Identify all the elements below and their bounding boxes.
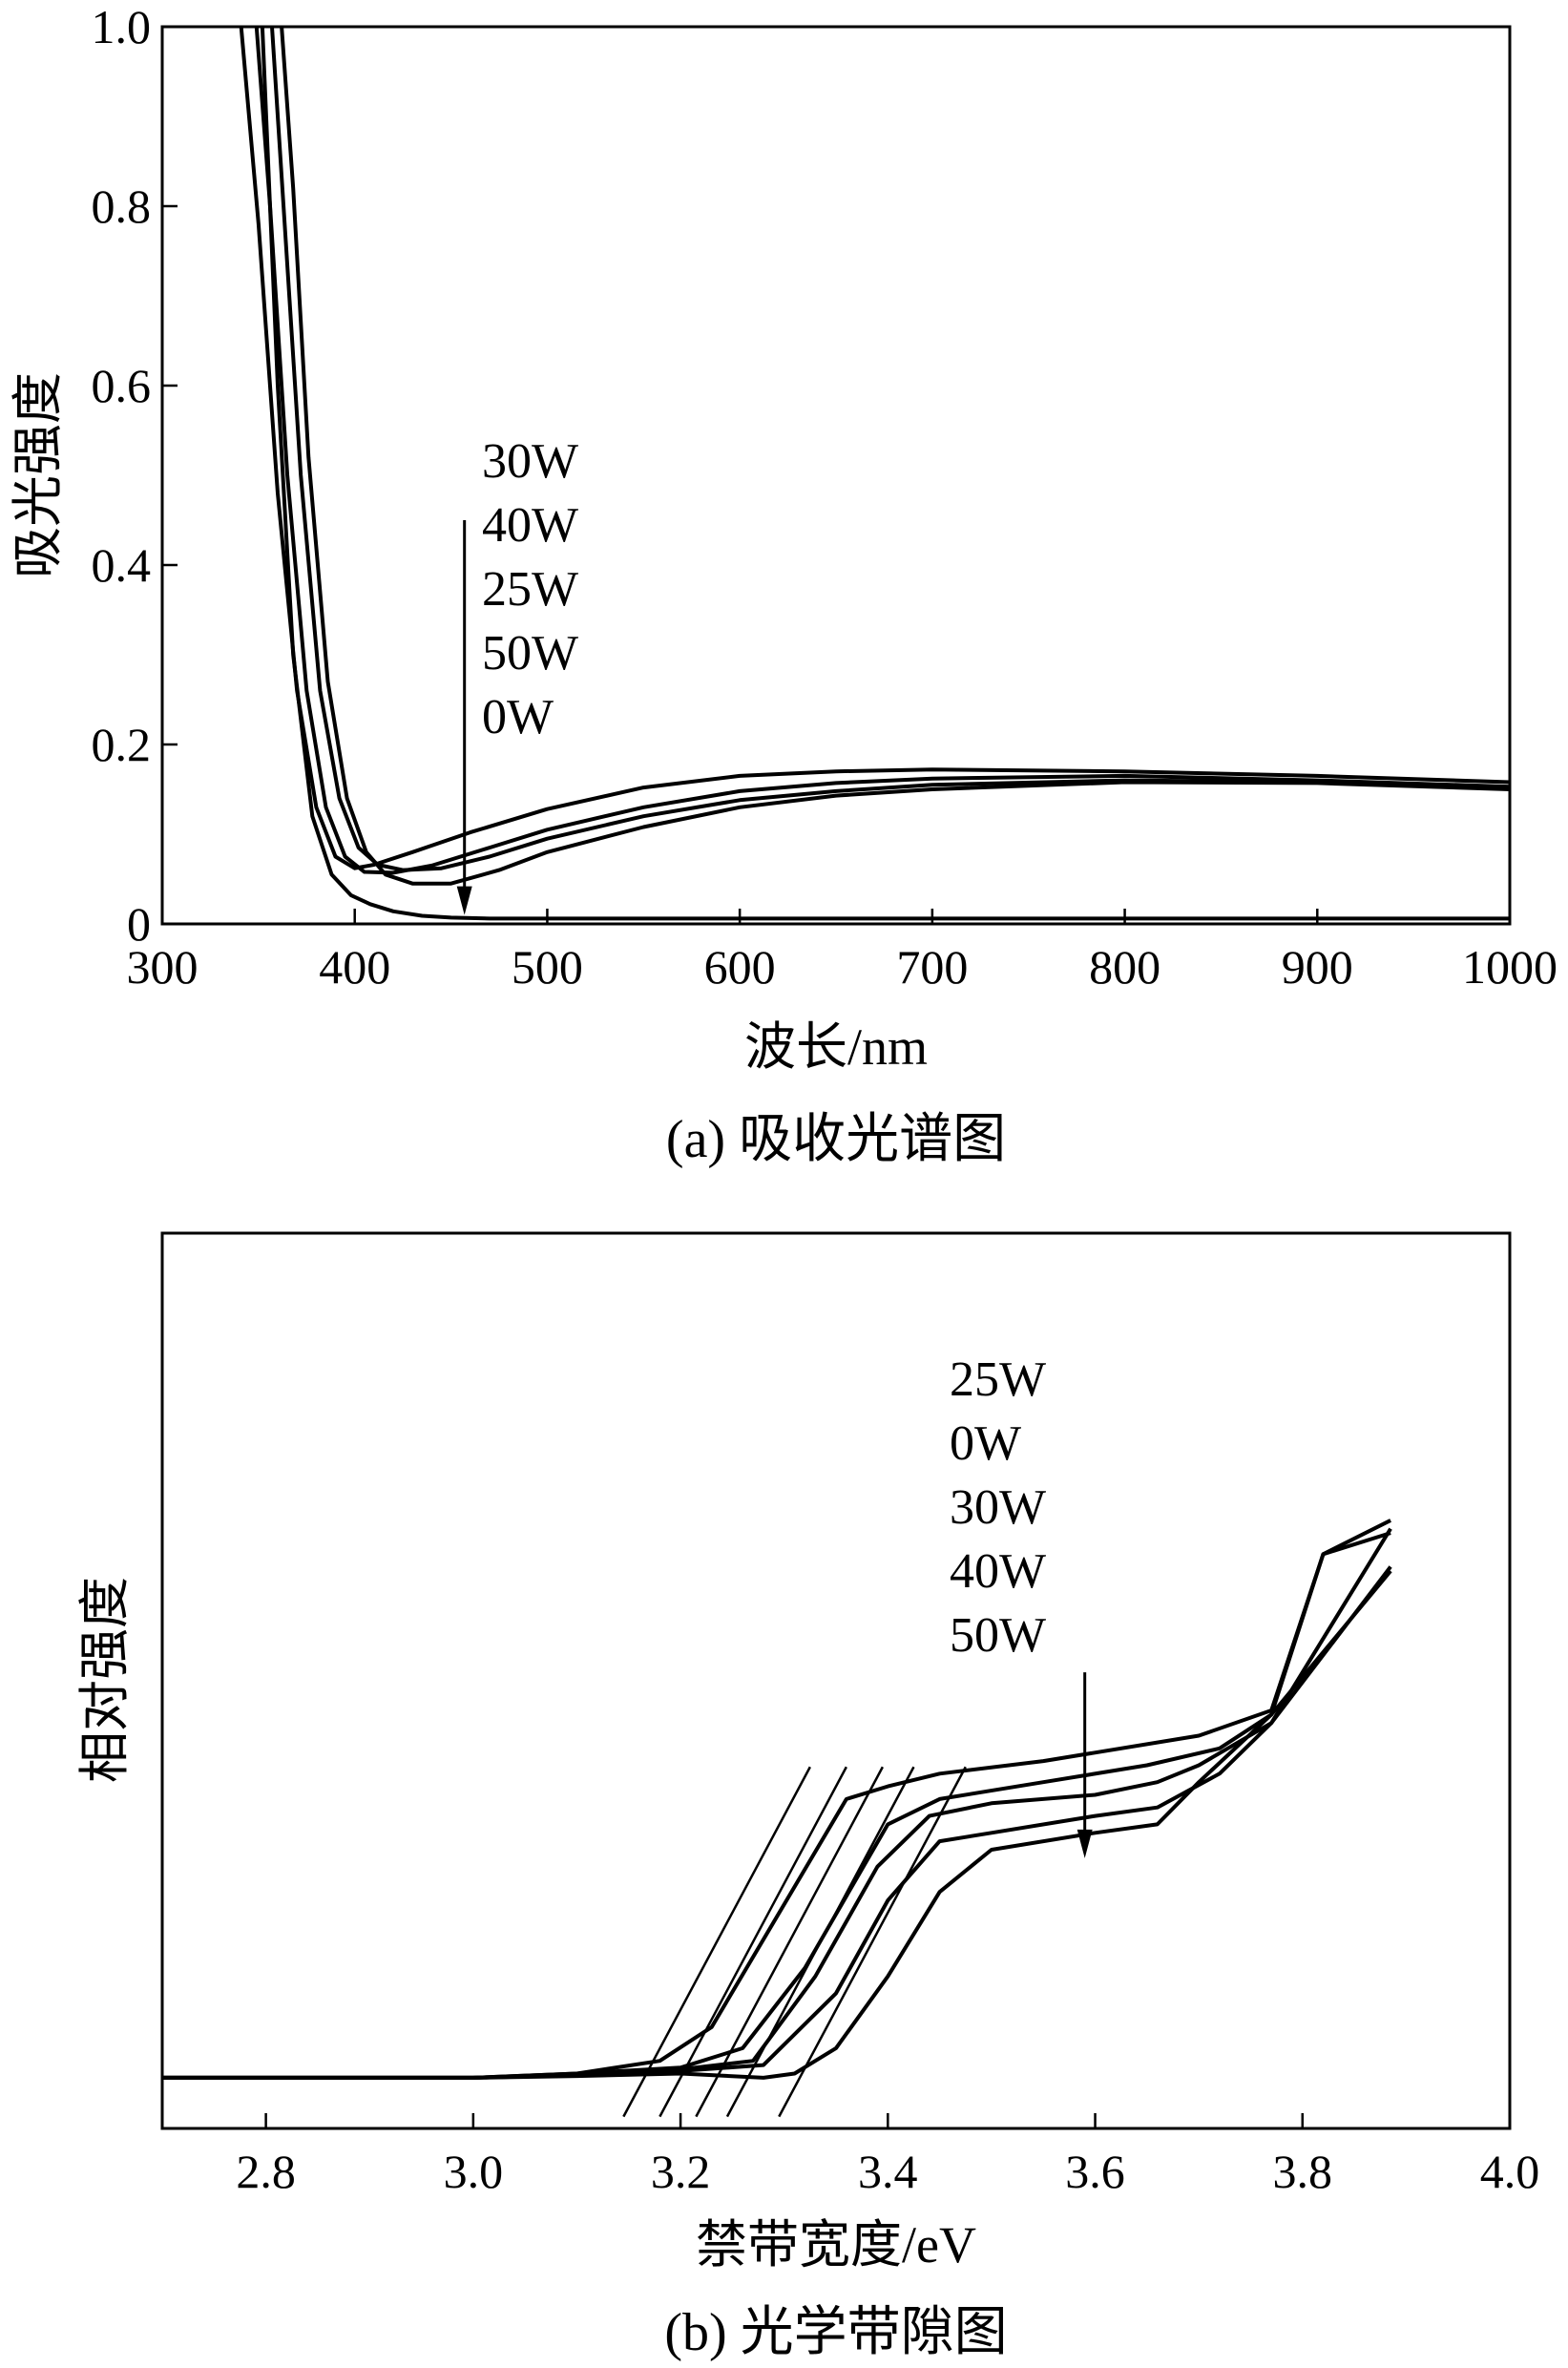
panel-a-y-tick-label: 0.8 xyxy=(92,179,152,233)
panel-a-series-0W xyxy=(260,26,1510,921)
panel-a-series-50W xyxy=(280,26,1511,886)
panel-a-legend-50W: 50W xyxy=(482,626,578,681)
panel-b-optical-band-gap: 2.8 3.0 3.2 3.4 3.6 3.8 4.0 25W 0W 30W 40W 50W 禁带宽… xyxy=(76,1231,1540,2362)
panel-a-y-axis-label: 吸光强度 xyxy=(10,372,67,578)
panel-a-legend-0W: 0W xyxy=(482,690,554,744)
panel-b-x-tick-label: 4.0 xyxy=(1480,2145,1540,2198)
panel-b-series-30W xyxy=(162,1565,1392,2080)
panel-b-tangent-line xyxy=(659,1766,847,2118)
panel-b-series-50W xyxy=(162,1569,1392,2080)
panel-a-x-tick-label: 500 xyxy=(512,940,583,994)
panel-a-y-tick-label: 0 xyxy=(127,897,151,951)
panel-a-caption: (a) 吸收光谱图 xyxy=(666,1110,1006,1169)
panel-a-x-tick-label: 300 xyxy=(127,940,199,994)
panel-b-y-axis-label: 相对强度 xyxy=(76,1577,134,1783)
panel-a-x-tick-label: 600 xyxy=(704,940,776,994)
panel-b-series-40W xyxy=(162,1527,1392,2080)
panel-a-absorption-spectrum: 300 400 500 600 700 800 900 1000 0 0.2 0.4 0.6 0.8 1.… xyxy=(10,0,1558,1169)
panel-a-y-tick-label: 0.4 xyxy=(92,538,152,592)
panel-b-tangent-line xyxy=(778,1766,967,2118)
panel-b-legend-0W: 0W xyxy=(950,1416,1021,1471)
panel-a-series-30W xyxy=(239,26,1511,870)
panel-b-arrow-head xyxy=(1077,1829,1093,1858)
panel-a-y-tick-label: 0.2 xyxy=(92,718,152,771)
panel-b-x-tick-label: 3.6 xyxy=(1065,2145,1125,2198)
panel-a-series-25W xyxy=(270,26,1511,872)
panel-b-legend-40W: 40W xyxy=(950,1544,1046,1599)
panel-a-x-tick-label: 900 xyxy=(1282,940,1353,994)
panel-a-arrow-head xyxy=(456,886,472,915)
panel-a-x-tick-label: 400 xyxy=(319,940,390,994)
panel-b-series-25W xyxy=(162,1519,1391,2080)
panel-a-x-tick-label: 1000 xyxy=(1462,940,1558,994)
panel-a-legend-25W: 25W xyxy=(482,562,578,617)
panel-b-x-tick-label: 3.2 xyxy=(651,2145,711,2198)
panel-a-y-tick-label: 1.0 xyxy=(92,0,152,53)
panel-b-series-0W xyxy=(162,1531,1391,2080)
panel-b-x-tick-label: 3.8 xyxy=(1273,2145,1333,2198)
panel-b-legend-30W: 30W xyxy=(950,1480,1046,1535)
panel-a-series-40W xyxy=(254,26,1511,875)
panel-b-tangent-line xyxy=(622,1766,811,2118)
panel-b-x-tick-label: 3.4 xyxy=(858,2145,918,2198)
panel-b-x-tick-label: 2.8 xyxy=(236,2145,296,2198)
panel-b-caption: (b) 光学带隙图 xyxy=(664,2303,1007,2362)
panel-b-plot-frame xyxy=(160,1231,1512,2130)
panel-a-y-tick-label: 0.6 xyxy=(92,359,152,412)
panel-a-legend-40W: 40W xyxy=(482,498,578,553)
panel-b-legend-25W: 25W xyxy=(950,1352,1046,1407)
panel-a-plot-frame xyxy=(160,25,1512,926)
panel-a-legend-30W: 30W xyxy=(482,434,578,489)
panel-b-legend-50W: 50W xyxy=(950,1608,1046,1663)
panel-b-x-tick-label: 3.0 xyxy=(444,2145,504,2198)
panel-b-x-axis-label: 禁带宽度/eV xyxy=(696,2216,976,2274)
panel-a-x-tick-label: 800 xyxy=(1089,940,1160,994)
panel-a-x-tick-label: 700 xyxy=(896,940,968,994)
panel-a-x-axis-label: 波长/nm xyxy=(744,1018,928,1076)
panel-b-tangent-line xyxy=(695,1766,884,2118)
